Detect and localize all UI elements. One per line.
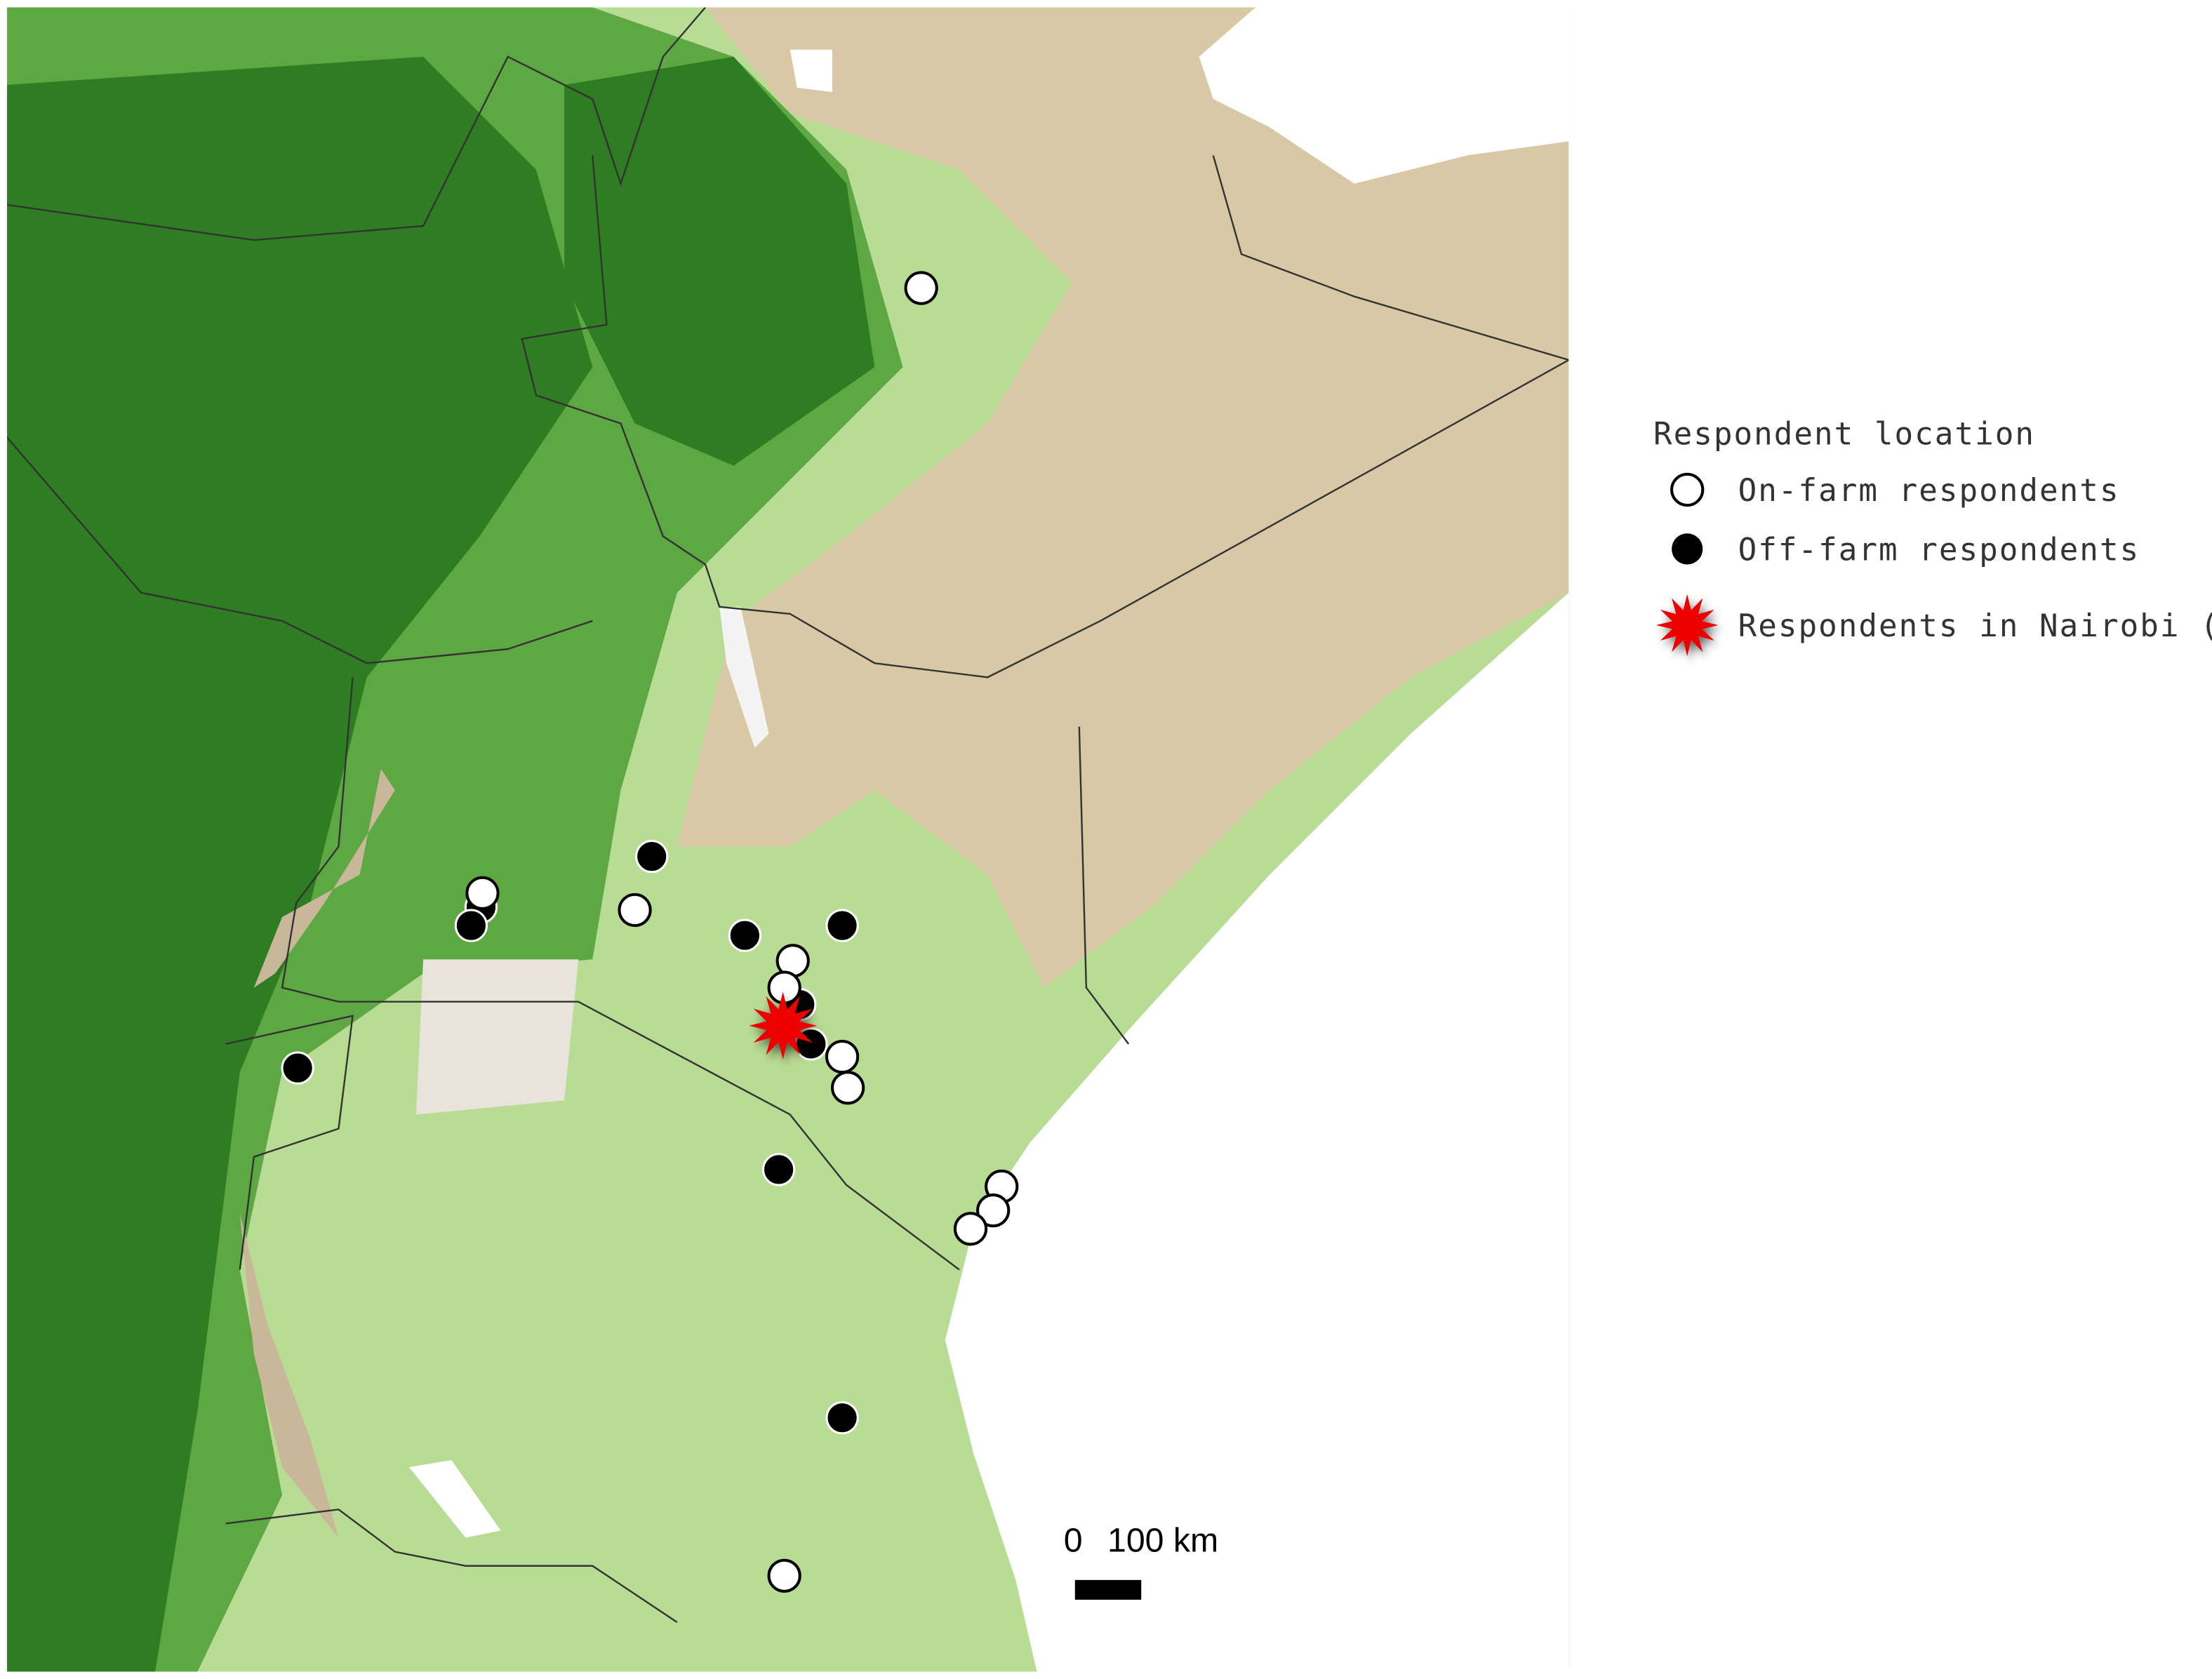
lake-victoria <box>416 959 579 1115</box>
respondent-markers <box>281 271 1019 1593</box>
off-farm-marker <box>762 1153 796 1186</box>
country-borders <box>7 7 1569 1624</box>
legend-label: On-farm respondents <box>1738 473 2120 509</box>
lake-rukwa <box>408 1459 501 1538</box>
legend-label: Respondents in Nairobi (25) <box>1738 608 2212 644</box>
dense-forest <box>7 56 593 1672</box>
scale-zero: 0 <box>1064 1522 1083 1560</box>
nairobi-marker <box>749 991 817 1060</box>
on-farm-marker <box>953 1212 988 1246</box>
off-farm-marker <box>454 909 488 942</box>
scale-distance: 100 km <box>1107 1522 1218 1560</box>
off-farm-marker <box>635 840 669 874</box>
lake-tanganyika <box>239 1213 339 1538</box>
legend-title: Respondent location <box>1653 417 2035 453</box>
highland-forest <box>564 56 875 466</box>
on-farm-marker <box>831 1071 865 1105</box>
off-farm-marker <box>825 1401 859 1435</box>
legend-label: Off-farm respondents <box>1738 532 2140 568</box>
on-farm-marker <box>904 271 938 305</box>
on-farm-marker <box>465 876 500 911</box>
legend: Respondent location On-farm respondents … <box>1653 417 2212 657</box>
on-farm-marker <box>767 1558 801 1593</box>
rift-lake <box>253 768 395 988</box>
legend-icon-on-farm <box>1670 472 1705 507</box>
on-farm-marker <box>618 892 652 928</box>
lake-turkana <box>719 606 769 748</box>
scale-bar-rect <box>1074 1579 1142 1600</box>
scale-bar: 0 100 km <box>1064 1522 1218 1600</box>
legend-icon-off-farm <box>1672 533 1703 565</box>
off-farm-marker <box>281 1051 314 1085</box>
sea-indian-ocean <box>945 592 1569 1672</box>
on-farm-marker <box>976 1193 1011 1228</box>
on-farm-marker <box>825 1039 860 1074</box>
map <box>7 7 1569 1672</box>
off-farm-marker <box>825 909 859 942</box>
lake-tana <box>789 49 833 93</box>
off-farm-marker <box>728 918 762 952</box>
legend-icon-nairobi <box>1655 594 1719 657</box>
sea-gulf <box>1199 7 1569 184</box>
